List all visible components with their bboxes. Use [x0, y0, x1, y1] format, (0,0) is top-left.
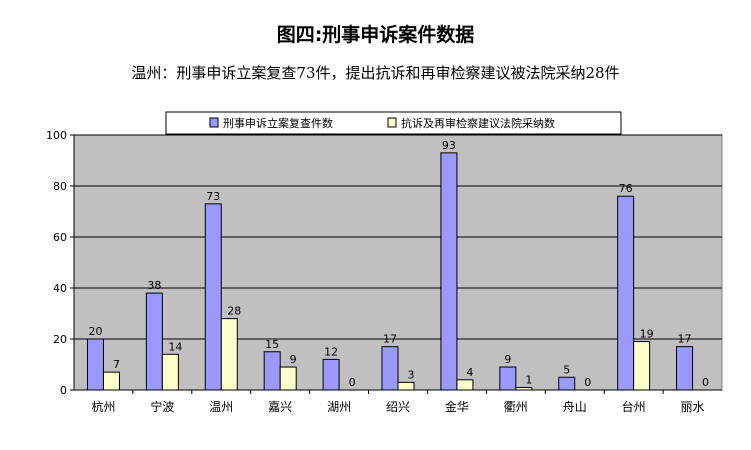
legend: 刑事申诉立案复查件数 抗诉及再审检察建议法院采纳数	[165, 111, 622, 135]
x-category-label: 温州	[209, 400, 233, 414]
bar	[440, 152, 458, 391]
data-label: 93	[442, 139, 456, 152]
bar	[558, 376, 576, 391]
gridlines	[74, 134, 722, 340]
data-label: 0	[584, 376, 591, 389]
bar	[456, 379, 474, 391]
legend-swatch	[387, 117, 397, 128]
y-tick-label: 60	[53, 231, 67, 244]
bar	[145, 292, 163, 391]
data-label: 0	[702, 376, 709, 389]
bar	[322, 358, 340, 391]
data-label: 9	[504, 353, 511, 366]
bar	[279, 366, 297, 391]
x-category-label: 丽水	[681, 400, 705, 414]
data-label: 4	[466, 366, 473, 379]
bar	[86, 338, 104, 391]
chart-subtitle: 温州：刑事申诉立案复查73件，提出抗诉和再审检察建议被法院采纳28件	[131, 64, 620, 82]
data-label: 17	[678, 333, 692, 346]
bar	[102, 371, 120, 391]
y-tick-label: 0	[60, 384, 67, 397]
x-category-label: 舟山	[563, 400, 587, 414]
bar	[499, 366, 517, 391]
data-label: 1	[525, 373, 532, 386]
y-tick-label: 80	[53, 180, 67, 193]
legend-entry: 抗诉及再审检察建议法院采纳数	[401, 116, 555, 130]
x-category-label: 绍兴	[386, 400, 410, 414]
data-label: 17	[383, 333, 397, 346]
x-category-label: 杭州	[91, 399, 115, 414]
bar	[263, 351, 281, 391]
x-category-label: 金华	[445, 399, 469, 414]
y-tick-label: 100	[46, 129, 67, 142]
data-label: 14	[168, 340, 182, 353]
data-label: 3	[408, 368, 415, 381]
data-label: 0	[349, 376, 356, 389]
bar	[676, 346, 694, 391]
data-label: 5	[563, 363, 570, 376]
x-category-label: 嘉兴	[268, 400, 292, 414]
data-label: 20	[88, 325, 102, 338]
y-tick-label: 40	[53, 282, 67, 295]
data-label: 73	[206, 190, 220, 203]
data-label: 15	[265, 338, 279, 351]
x-category-label: 台州	[622, 399, 646, 414]
x-category-label: 湖州	[327, 399, 351, 414]
data-label: 12	[324, 345, 338, 358]
legend-swatch	[209, 117, 219, 128]
bar	[381, 346, 399, 391]
bar	[397, 381, 415, 391]
chart-title: 图四:刑事申诉案件数据	[276, 24, 475, 46]
bar	[617, 195, 635, 391]
data-label: 19	[640, 328, 654, 341]
bars	[86, 152, 694, 391]
x-category-label: 宁波	[150, 399, 174, 414]
bar	[220, 318, 238, 391]
data-label: 38	[147, 279, 161, 292]
legend-entry: 刑事申诉立案复查件数	[223, 116, 333, 130]
data-label: 28	[227, 305, 241, 318]
bar	[633, 341, 651, 391]
bar	[161, 353, 179, 391]
data-label: 9	[290, 353, 297, 366]
bar	[204, 203, 222, 391]
data-label: 76	[619, 182, 633, 195]
y-tick-label: 20	[53, 333, 67, 346]
data-label: 7	[113, 358, 120, 371]
x-category-label: 衢州	[504, 400, 528, 414]
